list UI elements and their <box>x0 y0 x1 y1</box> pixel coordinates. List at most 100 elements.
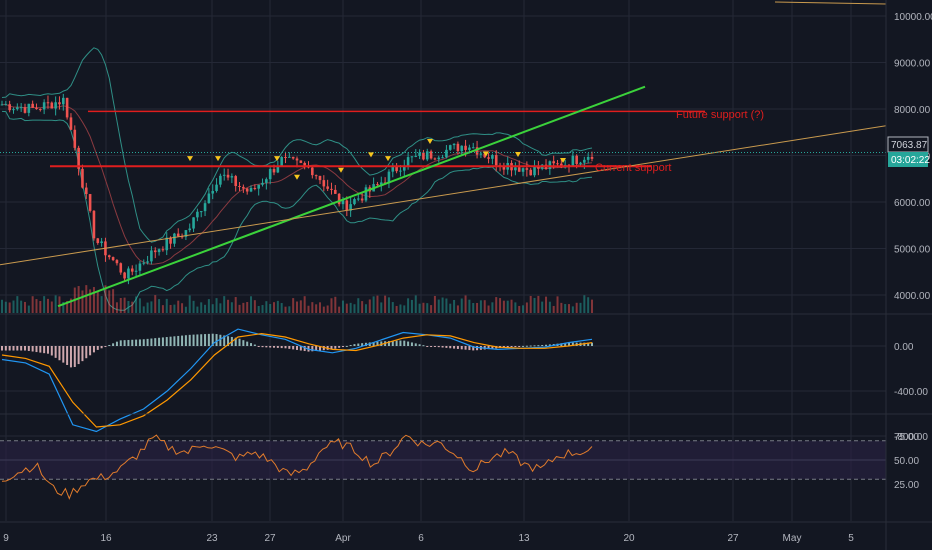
macd-histogram-bar <box>280 346 283 349</box>
volume-bar <box>62 302 65 313</box>
macd-histogram-bar <box>476 346 479 351</box>
volume-bar <box>204 304 207 313</box>
macd-histogram-bar <box>238 338 241 346</box>
price-y-tick-1: 9000.00 <box>894 59 931 70</box>
volume-bar <box>54 295 57 313</box>
candle-body <box>276 166 280 173</box>
candle-body <box>295 158 299 161</box>
candle-body <box>356 198 360 200</box>
candle-body <box>127 268 130 279</box>
macd-histogram-bar <box>456 346 459 349</box>
macd-histogram-bar <box>169 336 172 346</box>
candle-body <box>142 262 146 264</box>
volume-bar <box>112 289 115 313</box>
volume-bar <box>525 302 528 313</box>
macd-histogram-bar <box>318 346 321 351</box>
macd-histogram-bar <box>341 346 344 347</box>
volume-bar <box>487 305 490 313</box>
volume-bar <box>441 297 444 313</box>
macd-histogram-bar <box>265 346 268 348</box>
macd-histogram-bar <box>207 333 210 346</box>
macd-histogram-bar <box>583 342 586 346</box>
candle-body <box>111 257 115 261</box>
candle-body <box>272 169 276 173</box>
volume-bar <box>158 299 161 313</box>
macd-histogram-bar <box>334 346 337 349</box>
volume-bar <box>345 303 348 313</box>
volume-bar <box>341 300 344 313</box>
candle-body <box>491 155 494 159</box>
volume-bar <box>380 302 383 313</box>
macd-histogram-bar <box>1 346 3 351</box>
candle-body <box>494 155 498 166</box>
candle-body <box>31 103 34 108</box>
macd-histogram-bar <box>568 342 571 346</box>
volume-bar <box>39 301 42 313</box>
candle-body <box>230 176 234 178</box>
volume-bar <box>177 300 180 313</box>
candle-body <box>46 102 50 104</box>
candle-body <box>107 255 111 258</box>
volume-bar <box>253 300 256 313</box>
macd-histogram-bar <box>345 345 348 347</box>
volume-bar <box>284 306 287 313</box>
volume-bar <box>165 298 168 313</box>
volume-bar <box>552 305 555 313</box>
macd-histogram-bar <box>54 346 57 358</box>
candle-body <box>464 145 467 150</box>
volume-bar <box>273 302 276 313</box>
candle-body <box>414 155 418 157</box>
volume-bar <box>4 301 7 313</box>
price-panel[interactable] <box>0 1 887 313</box>
volume-bar <box>502 300 505 313</box>
candle-body <box>399 170 402 172</box>
macd-histogram-bar <box>560 343 563 346</box>
candle-body <box>571 155 575 167</box>
volume-bar <box>135 296 138 313</box>
candle-body <box>349 204 352 211</box>
macd-histogram-bar <box>537 345 540 347</box>
price-badge-timer-box <box>888 152 928 167</box>
price-y-tick-6: 4000.00 <box>894 291 931 302</box>
candle-body <box>265 179 268 183</box>
volume-bar <box>564 304 567 313</box>
volume-bar <box>437 299 440 313</box>
macd-histogram-bar <box>437 346 440 348</box>
macd-histogram-bar <box>123 340 126 346</box>
volume-bar <box>12 300 15 313</box>
macd-histogram-bar <box>433 346 436 347</box>
volume-bar <box>192 300 195 313</box>
candle-body <box>379 182 383 185</box>
macd-histogram-bar <box>296 346 298 350</box>
volume-bar <box>246 301 249 313</box>
candle-body <box>525 168 529 170</box>
volume-bar <box>169 304 172 313</box>
macd-histogram-bar <box>127 339 130 346</box>
macd-histogram-bar <box>564 342 567 346</box>
pattern-marker-6 <box>385 156 391 162</box>
macd-histogram-bar <box>422 345 425 347</box>
macd-histogram-bar <box>276 346 279 348</box>
macd-histogram-bar <box>472 346 475 351</box>
candle-body <box>69 117 73 130</box>
macd-histogram-bar <box>541 344 544 346</box>
rsi-line <box>1 434 593 500</box>
volume-bar <box>315 304 318 313</box>
macd-histogram-bar <box>269 346 272 348</box>
macd-histogram-bar <box>460 346 463 350</box>
rsi-panel[interactable] <box>0 434 886 500</box>
volume-bar <box>560 302 563 313</box>
macd-histogram-bar <box>292 346 295 350</box>
macd-histogram-bar <box>219 334 222 346</box>
x-tick-label-1: 16 <box>100 533 112 544</box>
volume-bar <box>410 299 413 313</box>
macd-histogram-bar <box>257 346 260 347</box>
macd-panel[interactable] <box>1 328 593 433</box>
macd-histogram-bar <box>410 342 413 346</box>
candle-body <box>19 107 23 109</box>
macd-histogram-bar <box>204 334 207 346</box>
volume-bar <box>399 304 402 313</box>
candle-body <box>8 104 11 111</box>
